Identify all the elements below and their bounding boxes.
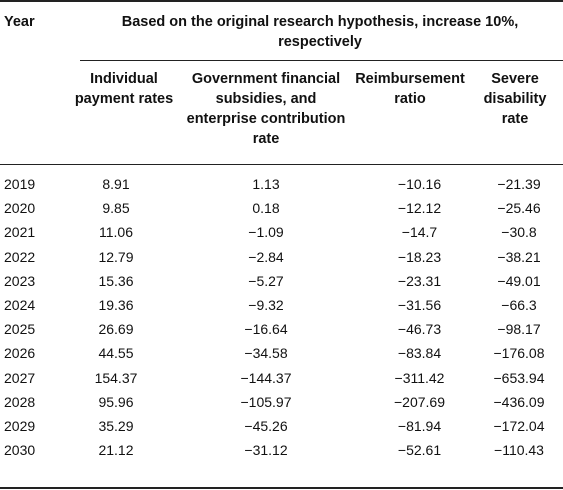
year-cell: 2021: [4, 224, 36, 241]
value-cell: −31.56: [397, 297, 442, 314]
table-rows: 2019 8.91 1.13 −10.16 −21.39 2020 9.85 0.18 −12.…: [0, 172, 563, 462]
column-header-line: subsidies, and: [215, 91, 317, 107]
value-cell: 1.13: [252, 176, 280, 193]
value-cell: 15.36: [98, 272, 134, 289]
value-cell: −49.01: [497, 272, 541, 289]
table-row: 2028 95.96 −105.97 −207.69 −436.09: [0, 390, 563, 414]
value-cell: 11.06: [99, 224, 133, 241]
year-cell: 2030: [4, 442, 36, 459]
value-cell: −81.94: [397, 417, 442, 434]
column-header-reimbursement-ratio: Reimbursement ratio: [345, 69, 475, 109]
value-cell: −9.32: [248, 297, 284, 314]
value-cell: −207.69: [394, 393, 445, 410]
group-header: Based on the original research hypothesi…: [121, 14, 519, 50]
column-header-line: disability: [483, 91, 547, 107]
value-cell: −83.84: [397, 345, 442, 362]
column-header-government-financial-subsidies: Government financial subsidies, and ente…: [168, 69, 364, 149]
value-cell: 35.29: [98, 417, 134, 434]
value-cell: −144.37: [240, 369, 292, 386]
value-cell: −14.7: [401, 224, 438, 241]
column-header-line: Reimbursement: [355, 71, 465, 87]
table-row: 2021 11.06 −1.09 −14.7 −30.8: [0, 220, 563, 244]
value-cell: −34.58: [244, 345, 288, 362]
column-header-line: Individual: [90, 71, 158, 87]
value-cell: −2.84: [248, 248, 284, 265]
value-cell: 44.55: [98, 345, 134, 362]
value-cell: 9.85: [102, 200, 130, 217]
column-header-line: Severe: [491, 71, 539, 87]
table-row: 2022 12.79 −2.84 −18.23 −38.21: [0, 245, 563, 269]
value-cell: −31.12: [244, 442, 288, 459]
table-row: 2030 21.12 −31.12 −52.61 −110.43: [0, 438, 563, 462]
year-cell: 2026: [4, 345, 36, 362]
value-cell: −110.43: [494, 442, 544, 459]
column-header-line: payment rates: [74, 91, 174, 107]
table-row: 2019 8.91 1.13 −10.16 −21.39: [0, 172, 563, 196]
bottom-rule: [0, 487, 563, 489]
value-cell: −10.16: [397, 176, 442, 193]
value-cell: −21.39: [497, 176, 541, 193]
value-cell: 95.96: [98, 393, 134, 410]
year-cell: 2024: [4, 297, 36, 314]
value-cell: 12.79: [98, 248, 134, 265]
value-cell: −172.04: [493, 417, 545, 434]
value-cell: −23.31: [397, 272, 442, 289]
value-cell: −30.8: [501, 224, 537, 241]
table-row: 2029 35.29 −45.26 −81.94 −172.04: [0, 414, 563, 438]
column-header-line: enterprise contribution: [186, 111, 346, 127]
value-cell: −46.73: [397, 321, 442, 338]
group-header-rule: [80, 60, 563, 61]
table-body: 2019 8.91 1.13 −10.16 −21.39 2020 9.85 0.18 −12.…: [0, 172, 563, 462]
value-cell: 8.91: [102, 176, 130, 193]
top-rule: [0, 0, 563, 2]
value-cell: −311.42: [394, 369, 445, 386]
year-cell: 2028: [4, 393, 36, 410]
value-cell: −436.09: [493, 393, 545, 410]
value-cell: 154.37: [94, 369, 138, 386]
column-header-line: Government financial: [191, 71, 341, 87]
year-cell: 2020: [4, 200, 36, 217]
value-cell: 19.36: [98, 297, 134, 314]
column-header-line: rate: [252, 131, 280, 147]
value-cell: 21.12: [98, 442, 134, 459]
value-cell: −105.97: [240, 393, 292, 410]
value-cell: −52.61: [397, 442, 442, 459]
column-header-severe-disability-rate: Severe disability rate: [470, 69, 560, 129]
value-cell: −98.17: [497, 321, 541, 338]
table-row: 2025 26.69 −16.64 −46.73 −98.17: [0, 317, 563, 341]
value-cell: 0.18: [252, 200, 280, 217]
value-cell: −5.27: [248, 272, 284, 289]
value-cell: −45.26: [244, 417, 288, 434]
value-cell: −12.12: [397, 200, 442, 217]
value-cell: −25.46: [497, 200, 541, 217]
year-cell: 2029: [4, 417, 36, 434]
year-cell: 2019: [4, 176, 36, 193]
year-cell: 2022: [4, 248, 36, 265]
year-cell: 2027: [4, 369, 36, 386]
column-header-line: rate: [501, 111, 529, 127]
value-cell: −38.21: [497, 248, 541, 265]
value-cell: −16.64: [244, 321, 288, 338]
value-cell: −653.94: [493, 369, 545, 386]
year-header: Year: [4, 14, 35, 30]
value-cell: 26.69: [98, 321, 134, 338]
table-row: 2020 9.85 0.18 −12.12 −25.46: [0, 196, 563, 220]
year-cell: 2025: [4, 321, 36, 338]
column-header-line: ratio: [394, 91, 426, 107]
value-cell: −1.09: [248, 224, 284, 241]
value-cell: −66.3: [501, 297, 537, 314]
column-header-individual-payment-rates: Individual payment rates: [64, 69, 184, 109]
year-cell: 2023: [4, 272, 36, 289]
value-cell: −18.23: [397, 248, 442, 265]
value-cell: −176.08: [493, 345, 545, 362]
table-row: 2023 15.36 −5.27 −23.31 −49.01: [0, 269, 563, 293]
table-row: 2027 154.37 −144.37 −311.42 −653.94: [0, 366, 563, 390]
header-bottom-rule: [0, 164, 563, 165]
table-row: 2024 19.36 −9.32 −31.56 −66.3: [0, 293, 563, 317]
table-row: 2026 44.55 −34.58 −83.84 −176.08: [0, 341, 563, 365]
